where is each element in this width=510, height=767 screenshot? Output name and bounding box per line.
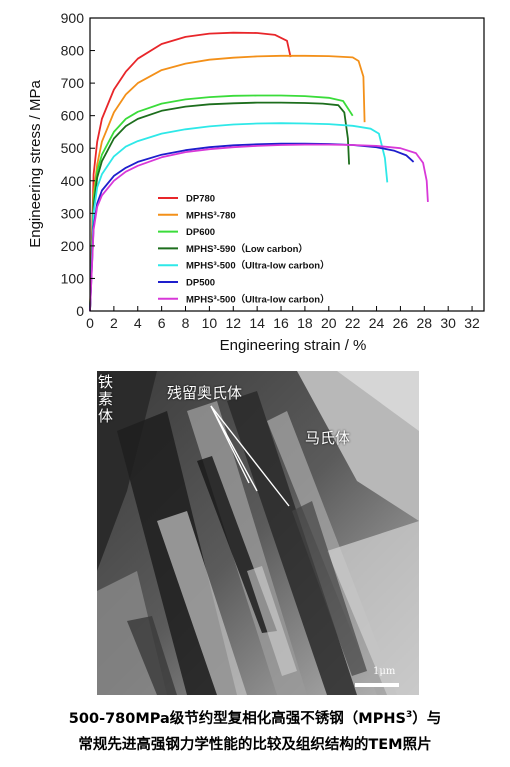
y-tick-label-4: 400: [61, 173, 85, 189]
legend-label-2: DP600: [186, 227, 215, 238]
legend-label-0: DP780: [186, 194, 215, 205]
y-tick-label-2: 200: [61, 238, 85, 254]
y-tick-label-6: 600: [61, 108, 85, 124]
x-axis-label: Engineering strain / %: [220, 337, 367, 354]
x-tick-label-3: 6: [158, 315, 166, 331]
series-line-1: [89, 54, 366, 312]
x-tick-label-13: 26: [393, 315, 409, 331]
series-line-2: [89, 94, 354, 312]
martensite-label: 马氏体: [305, 429, 351, 447]
stress-strain-chart: 0 2 4 6 8 10 12 14 16 18 20 22 24 26 28 30 3201002003004…: [27, 10, 485, 354]
tem-micrograph: 铁素体 残留奥氏体 马氏体 1μm: [97, 371, 419, 695]
caption-line-2: 常规先进高强钢力学性能的比较及组织结构的TEM照片: [78, 736, 432, 753]
y-tick-label-8: 800: [61, 43, 85, 59]
retained-austenite-label: 残留奥氏体: [167, 384, 243, 402]
y-tick-label-0: 0: [76, 303, 84, 319]
y-tick-label-1: 100: [61, 270, 85, 286]
series-line-3: [89, 101, 350, 312]
x-tick-label-4: 8: [182, 315, 190, 331]
y-tick-label-9: 900: [61, 10, 85, 26]
y-tick-label-3: 300: [61, 205, 85, 221]
x-tick-label-11: 22: [345, 315, 361, 331]
x-tick-label-15: 30: [440, 315, 456, 331]
x-tick-label-1: 2: [110, 315, 118, 331]
legend: DP780 MPHS³-780 DP600 MPHS³-590（Low carbon）…: [158, 194, 330, 305]
x-tick-label-0: 0: [86, 315, 94, 331]
x-tick-label-10: 20: [321, 315, 337, 331]
x-tick-label-12: 24: [369, 315, 385, 331]
legend-label-6: MPHS³-500（Ultra-low carbon）: [186, 293, 330, 305]
x-tick-label-16: 32: [464, 315, 480, 331]
legend-label-5: DP500: [186, 278, 215, 289]
series-line-0: [89, 31, 292, 312]
figure-caption: 500-780MPa级节约型复相化高强不锈钢（MPHS3）与 常规先进高强钢力学…: [0, 702, 510, 758]
series-line-6: [89, 143, 429, 312]
x-tick-label-7: 14: [249, 315, 265, 331]
y-tick-label-7: 700: [61, 75, 85, 91]
legend-label-4: MPHS³-500（Ultra-low carbon）: [186, 260, 330, 272]
x-tick-label-5: 10: [202, 315, 218, 331]
scale-bar-label: 1μm: [373, 666, 396, 677]
y-tick-label-5: 500: [61, 140, 85, 156]
caption-line-1: 500-780MPa级节约型复相化高强不锈钢（MPHS3）与: [68, 710, 442, 727]
x-tick-label-2: 4: [134, 315, 142, 331]
x-tick-label-9: 18: [297, 315, 313, 331]
legend-label-3: MPHS³-590（Low carbon）: [186, 243, 308, 255]
x-tick-label-6: 12: [225, 315, 241, 331]
y-axis-label: Engineering stress / MPa: [27, 80, 44, 248]
x-tick-label-8: 16: [273, 315, 289, 331]
series-line-4: [89, 122, 389, 312]
scale-bar: [355, 683, 399, 687]
x-tick-label-14: 28: [417, 315, 433, 331]
plot-frame: [89, 17, 485, 312]
tem-texture: [97, 371, 419, 695]
legend-label-1: MPHS³-780: [186, 210, 236, 221]
ferrite-label: 铁素体: [98, 373, 114, 425]
series-line-5: [89, 142, 415, 312]
